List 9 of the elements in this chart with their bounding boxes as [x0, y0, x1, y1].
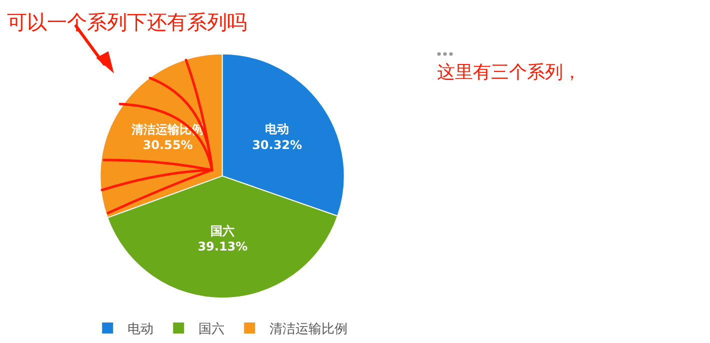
legend-label: 清洁运输比例	[270, 322, 348, 338]
text: 这里有三个系列，	[437, 62, 581, 83]
legend-label: 电动	[128, 322, 154, 338]
data-label: 30.55%	[142, 138, 193, 152]
data-label: 30.32%	[252, 138, 302, 152]
slice-label: 国六	[210, 224, 235, 238]
data-label: 39.13%	[198, 240, 248, 254]
legend-label: 国六	[198, 322, 225, 338]
slice-label: 电动	[265, 122, 290, 136]
